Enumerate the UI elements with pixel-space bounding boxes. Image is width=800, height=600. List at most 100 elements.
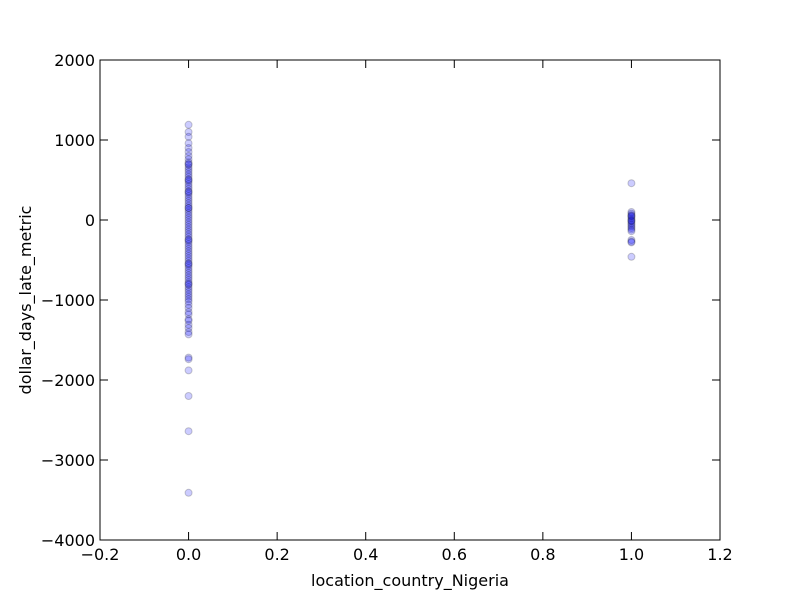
data-point (184, 240, 193, 248)
data-point (184, 300, 193, 309)
axis-ticks: −0.2 0.0 0.2 0.4 0.6 0.8 1.0 1.2 −4000 −3000 −2000… (41, 51, 733, 564)
data-point (184, 256, 193, 265)
data-point (184, 268, 193, 277)
data-point (184, 310, 193, 319)
data-point (184, 220, 193, 229)
data-point (184, 236, 193, 244)
data-point (184, 189, 193, 198)
data-point (184, 488, 193, 497)
y-tick-label: −4000 (41, 531, 95, 550)
data-point (184, 324, 193, 332)
data-point (184, 259, 193, 268)
data-point (184, 308, 193, 316)
data-point (184, 316, 193, 325)
data-point (184, 184, 193, 193)
x-tick-label: 1.0 (619, 545, 644, 564)
data-point (627, 211, 636, 220)
x-tick-label: 0.6 (442, 545, 467, 564)
data-point (184, 261, 193, 270)
data-point (184, 170, 193, 179)
data-point (184, 218, 193, 227)
data-point (184, 304, 193, 312)
data-point (184, 176, 193, 184)
data-point (184, 139, 193, 148)
data-point (184, 206, 193, 215)
x-axis-label: location_country_Nigeria (311, 571, 509, 591)
data-point (184, 160, 193, 169)
data-point (184, 392, 193, 400)
data-point (184, 175, 193, 184)
data-point (184, 208, 193, 217)
data-point (184, 235, 193, 244)
data-point (184, 288, 193, 296)
data-point (184, 172, 193, 181)
x-tick-label: 1.2 (707, 545, 732, 564)
data-point (184, 225, 193, 234)
x-tick-label: 0.0 (176, 545, 201, 564)
data-point (184, 196, 193, 205)
data-point (627, 216, 636, 224)
data-point (184, 216, 193, 224)
data-point (184, 237, 193, 246)
data-point (184, 194, 193, 203)
data-point (184, 271, 193, 280)
y-tick-label: −2000 (41, 371, 95, 390)
data-point (184, 283, 193, 292)
data-point (627, 212, 636, 220)
data-point (627, 208, 636, 216)
data-point (184, 273, 193, 282)
data-point (184, 188, 193, 196)
data-point (184, 148, 193, 156)
data-point (184, 213, 193, 222)
data-point (184, 182, 193, 191)
data-point (184, 180, 193, 188)
data-point (184, 160, 193, 168)
data-point (627, 179, 636, 188)
data-point (184, 187, 193, 196)
x-tick-label: −0.2 (81, 545, 120, 564)
data-point (184, 132, 193, 141)
data-point (184, 276, 193, 284)
data-point (184, 177, 193, 186)
data-point (184, 427, 193, 436)
data-point (184, 211, 193, 220)
data-point (184, 155, 193, 164)
x-tick-label: 0.2 (264, 545, 289, 564)
data-point (184, 199, 193, 208)
data-point (184, 192, 193, 200)
data-point (184, 355, 193, 364)
x-tick-label: 0.8 (530, 545, 555, 564)
data-point (184, 204, 193, 212)
data-point (184, 292, 193, 301)
y-axis-label: dollar_days_late_metric (16, 206, 36, 395)
data-point (627, 237, 636, 246)
x-tick-label: 0.4 (353, 545, 378, 564)
data-point (627, 214, 636, 223)
data-point (627, 236, 636, 244)
data-point (184, 353, 193, 362)
data-point (184, 366, 193, 375)
data-point (184, 328, 193, 336)
data-point (627, 209, 636, 218)
data-point (184, 244, 193, 253)
data-point (184, 252, 193, 260)
data-point (184, 158, 193, 167)
data-point (184, 278, 193, 287)
y-tick-label: 0 (85, 211, 95, 230)
data-point (627, 238, 636, 247)
data-point (184, 120, 193, 129)
data-point (627, 217, 636, 226)
y-tick-label: −3000 (41, 451, 95, 470)
data-point (184, 163, 193, 172)
data-point (627, 225, 636, 234)
data-point (627, 252, 636, 261)
data-point (184, 228, 193, 236)
data-point (184, 247, 193, 256)
data-point (184, 280, 193, 289)
y-tick-label: −1000 (41, 291, 95, 310)
data-point (627, 227, 636, 236)
y-tick-label: 1000 (54, 131, 95, 150)
data-point (184, 128, 193, 136)
